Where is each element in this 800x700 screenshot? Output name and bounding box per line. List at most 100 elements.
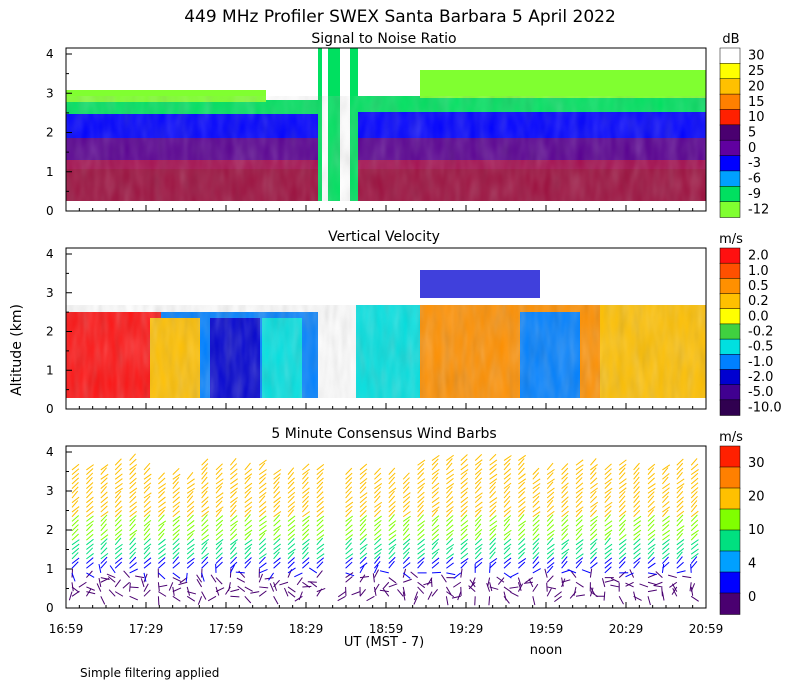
- wind-barb: [129, 523, 136, 532]
- wind-barb: [215, 556, 223, 564]
- wind-barb: [669, 581, 678, 588]
- wind-barb: [604, 529, 613, 536]
- wind-barb: [388, 472, 396, 480]
- wind-barb: [258, 532, 266, 541]
- wind-barb: [71, 543, 80, 550]
- wind-barb: [71, 561, 79, 569]
- wind-barb: [129, 464, 138, 471]
- wind-barb: [172, 505, 180, 513]
- wind-barb: [302, 557, 310, 564]
- wind-barb: [503, 515, 512, 522]
- wind-barb: [302, 463, 310, 471]
- wind-barb: [100, 547, 108, 555]
- colorbar-swatch: [719, 354, 741, 371]
- wind-barb: [647, 495, 655, 504]
- wind-barb: [690, 504, 698, 513]
- wind-barb: [172, 501, 181, 508]
- wind-barb: [114, 473, 123, 480]
- wind-barb: [518, 496, 526, 504]
- wind-barb: [532, 568, 541, 574]
- wind-barb: [273, 557, 281, 564]
- wind-barb: [575, 543, 584, 550]
- wind-barb: [503, 510, 511, 518]
- wind-barb: [186, 487, 195, 494]
- wind-barb: [359, 523, 367, 532]
- wind-barb: [575, 594, 585, 597]
- wind-barb: [258, 590, 267, 597]
- wind-barb: [114, 591, 124, 597]
- wind-barb: [172, 561, 180, 569]
- wind-barb: [503, 591, 507, 601]
- wind-barb: [316, 506, 325, 513]
- wind-barb: [186, 557, 195, 564]
- wind-barb: [86, 547, 94, 555]
- wind-barb: [114, 519, 122, 527]
- wind-barb: [474, 509, 482, 518]
- wind-barb: [186, 547, 195, 555]
- wind-barb: [86, 510, 94, 518]
- wind-barb: [388, 552, 396, 560]
- wind-barb: [431, 529, 439, 536]
- wind-barb: [86, 505, 94, 513]
- wind-barb: [172, 586, 175, 596]
- wind-barb: [316, 496, 325, 504]
- wind-barb: [258, 538, 267, 546]
- wind-barb: [172, 543, 180, 550]
- colorbar-label: -9: [748, 187, 761, 202]
- wind-barb: [546, 533, 555, 541]
- wind-barb: [561, 577, 564, 587]
- wind-barb: [201, 552, 209, 560]
- wind-barb: [417, 491, 425, 499]
- wind-barb: [359, 515, 368, 522]
- wind-barb: [388, 529, 397, 536]
- wind-barb: [359, 492, 368, 499]
- wind-barb: [503, 495, 511, 504]
- wind-barb: [244, 476, 251, 485]
- wind-barb: [676, 483, 685, 490]
- wind-barb: [129, 515, 137, 522]
- x-tick-label: 18:29: [289, 622, 324, 636]
- wind-barb: [273, 596, 279, 605]
- wind-barb: [604, 514, 611, 522]
- wind-barb: [518, 543, 526, 550]
- wind-barb: [489, 515, 497, 522]
- wind-barb: [86, 515, 94, 522]
- wind-barb: [417, 543, 426, 550]
- wind-barb: [402, 528, 410, 536]
- wind-barb: [143, 462, 151, 471]
- wind-barb: [186, 552, 195, 560]
- wind-barb: [546, 529, 555, 536]
- wind-barb: [244, 490, 252, 499]
- wind-barb: [417, 500, 425, 508]
- wind-barb: [86, 500, 94, 508]
- wind-barb: [129, 518, 136, 527]
- wind-barb: [374, 561, 381, 569]
- colorbar-swatch: [719, 445, 741, 468]
- wind-barb: [100, 482, 108, 490]
- wind-barb: [546, 468, 555, 476]
- x-tick-label: 17:59: [209, 622, 244, 636]
- colorbar-swatch: [719, 139, 741, 157]
- wind-barb: [417, 538, 425, 546]
- wind-barb: [518, 506, 526, 513]
- wind-barb: [179, 577, 188, 584]
- wind-barb: [86, 529, 94, 536]
- wind-barb: [196, 574, 203, 583]
- wind-barb: [431, 551, 439, 560]
- wind-barb: [676, 500, 684, 508]
- wind-barb: [244, 543, 253, 550]
- wind-barb: [431, 501, 440, 508]
- wind-barb: [518, 561, 526, 569]
- wind-barb: [633, 543, 641, 550]
- wind-barb: [647, 472, 655, 480]
- wind-barb: [590, 482, 598, 490]
- wind-barb: [359, 509, 367, 518]
- wind-barb: [201, 490, 208, 499]
- wind-barb: [302, 585, 312, 588]
- wind-barb: [431, 533, 440, 541]
- wind-barb: [302, 504, 309, 513]
- wind-barb: [682, 575, 692, 579]
- wind-barb: [230, 515, 238, 522]
- wind-barb: [402, 547, 411, 555]
- wind-barb: [446, 547, 453, 555]
